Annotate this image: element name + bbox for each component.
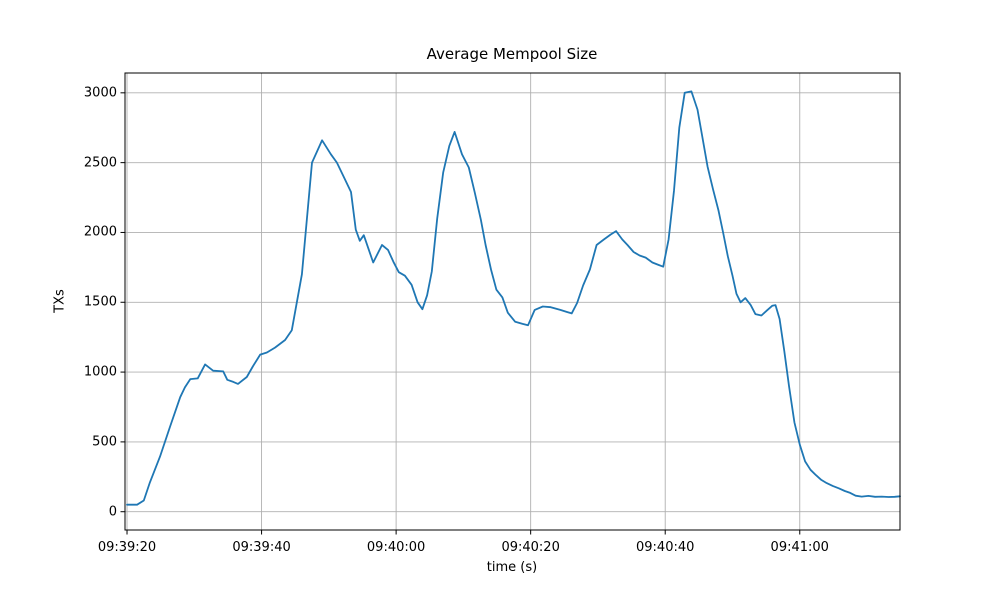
y-tick-label: 2500 — [83, 155, 117, 171]
chart-title: Average Mempool Size — [426, 45, 598, 63]
data-line — [126, 90, 901, 506]
x-tick-label: 09:39:20 — [97, 540, 157, 555]
x-tick-label: 09:39:40 — [232, 540, 291, 555]
x-tick-label: 09:40:00 — [366, 540, 426, 555]
x-tick-label: 09:41:00 — [770, 540, 829, 555]
x-tick-label: 09:40:40 — [636, 540, 695, 555]
y-tick-label: 3000 — [83, 85, 117, 101]
y-tick-label: 0 — [108, 504, 117, 520]
y-tick-label: 2000 — [83, 224, 117, 240]
x-tick-label: 09:40:20 — [501, 540, 560, 555]
axes-spines — [124, 72, 901, 531]
x-axis-label: time (s) — [486, 560, 538, 575]
y-tick-label: 1500 — [83, 294, 117, 310]
y-tick-label: 500 — [92, 434, 117, 450]
y-tick-label: 1000 — [83, 364, 117, 380]
